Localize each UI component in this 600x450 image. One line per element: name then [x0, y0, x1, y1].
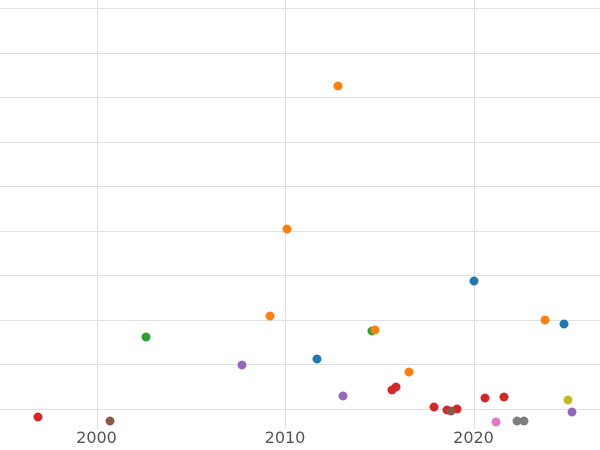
data-point-red — [452, 404, 462, 414]
data-point-blue — [469, 276, 478, 286]
data-point-orange — [333, 81, 343, 91]
x-tick-label: 2010 — [264, 428, 306, 447]
data-point-blue — [312, 354, 322, 364]
data-point-pink — [491, 417, 501, 427]
vertical-gridline — [285, 0, 286, 429]
x-tick-label: 2000 — [76, 428, 117, 447]
data-point-purple — [567, 407, 577, 417]
horizontal-gridline — [0, 409, 600, 410]
horizontal-gridline — [0, 52, 600, 54]
data-point-orange — [265, 311, 275, 321]
data-point-gray — [519, 416, 529, 426]
horizontal-gridline — [0, 97, 600, 99]
data-point-blue — [559, 319, 569, 329]
data-point-orange — [282, 224, 292, 234]
data-point-brown — [105, 416, 115, 426]
horizontal-gridline — [0, 8, 600, 10]
data-point-olive — [563, 395, 573, 405]
data-point-orange — [404, 367, 414, 377]
vertical-gridline — [473, 0, 475, 429]
data-point-red — [499, 392, 509, 402]
horizontal-gridline — [0, 319, 600, 321]
data-point-brown — [446, 406, 456, 416]
horizontal-gridline — [0, 141, 600, 143]
data-point-red — [391, 382, 401, 392]
data-point-red — [429, 402, 439, 412]
data-point-orange — [370, 325, 380, 335]
horizontal-gridline — [0, 275, 600, 277]
x-tick-label: 2020 — [453, 428, 494, 447]
data-point-orange — [540, 315, 550, 325]
horizontal-gridline — [0, 364, 600, 366]
plot-area — [0, 0, 600, 429]
data-point-purple — [237, 360, 247, 370]
data-point-red — [33, 412, 43, 422]
horizontal-gridline — [0, 230, 600, 232]
data-point-purple — [338, 391, 348, 401]
data-point-gray — [512, 416, 522, 426]
horizontal-gridline — [0, 186, 600, 188]
vertical-gridline — [96, 0, 98, 429]
data-point-green — [141, 332, 150, 342]
data-point-red — [480, 393, 490, 403]
